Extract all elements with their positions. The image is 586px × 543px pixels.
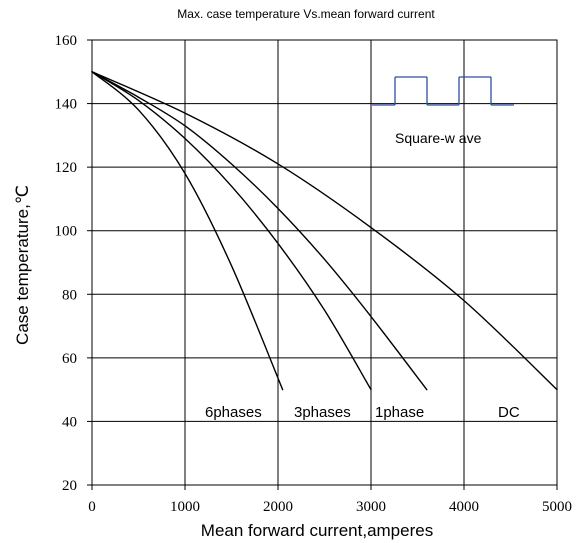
tick-layer: 0 1000 2000 3000 4000 5000 20 40 60 80 100 120 140 16… (55, 33, 573, 515)
plot-frame (91, 39, 558, 486)
x-axis-label: Mean forward current,amperes (201, 521, 433, 540)
series-dc-line (91, 71, 558, 391)
y-tick-label-80: 80 (62, 287, 77, 303)
y-tick-label-160: 160 (55, 33, 78, 49)
x-tick-label-5000: 5000 (542, 499, 572, 515)
y-tick-label-40: 40 (62, 414, 77, 430)
legend-label-dc: DC (498, 404, 520, 421)
legend-label-6phases: 6phases (205, 404, 262, 421)
y-axis-label: Case temperature,℃ (13, 185, 32, 345)
y-tick-label-120: 120 (55, 160, 78, 176)
x-tick-label-1000: 1000 (170, 499, 200, 515)
series-3phases-line (91, 71, 372, 391)
y-tick-label-140: 140 (55, 97, 78, 113)
series-1phase-line (91, 71, 428, 391)
y-tick-label-100: 100 (55, 224, 78, 240)
x-tick-label-4000: 4000 (449, 499, 479, 515)
series-layer (91, 71, 558, 391)
grid-layer (92, 40, 557, 485)
x-tick-label-2000: 2000 (263, 499, 293, 515)
annotation-layer: Square-w ave (372, 76, 514, 146)
legend-label-1phase: 1phase (375, 404, 424, 421)
x-tick-label-3000: 3000 (356, 499, 386, 515)
series-6phases-line (91, 71, 284, 391)
y-tick-label-20: 20 (62, 478, 77, 494)
x-tick-label-0: 0 (88, 499, 96, 515)
y-tick-label-60: 60 (62, 351, 77, 367)
legend-layer: 6phases 3phases 1phase DC (205, 404, 520, 421)
legend-label-3phases: 3phases (294, 404, 351, 421)
chart-title: Max. case temperature Vs.mean forward cu… (177, 7, 435, 21)
square-wave-annotation: Square-w ave (395, 130, 482, 146)
